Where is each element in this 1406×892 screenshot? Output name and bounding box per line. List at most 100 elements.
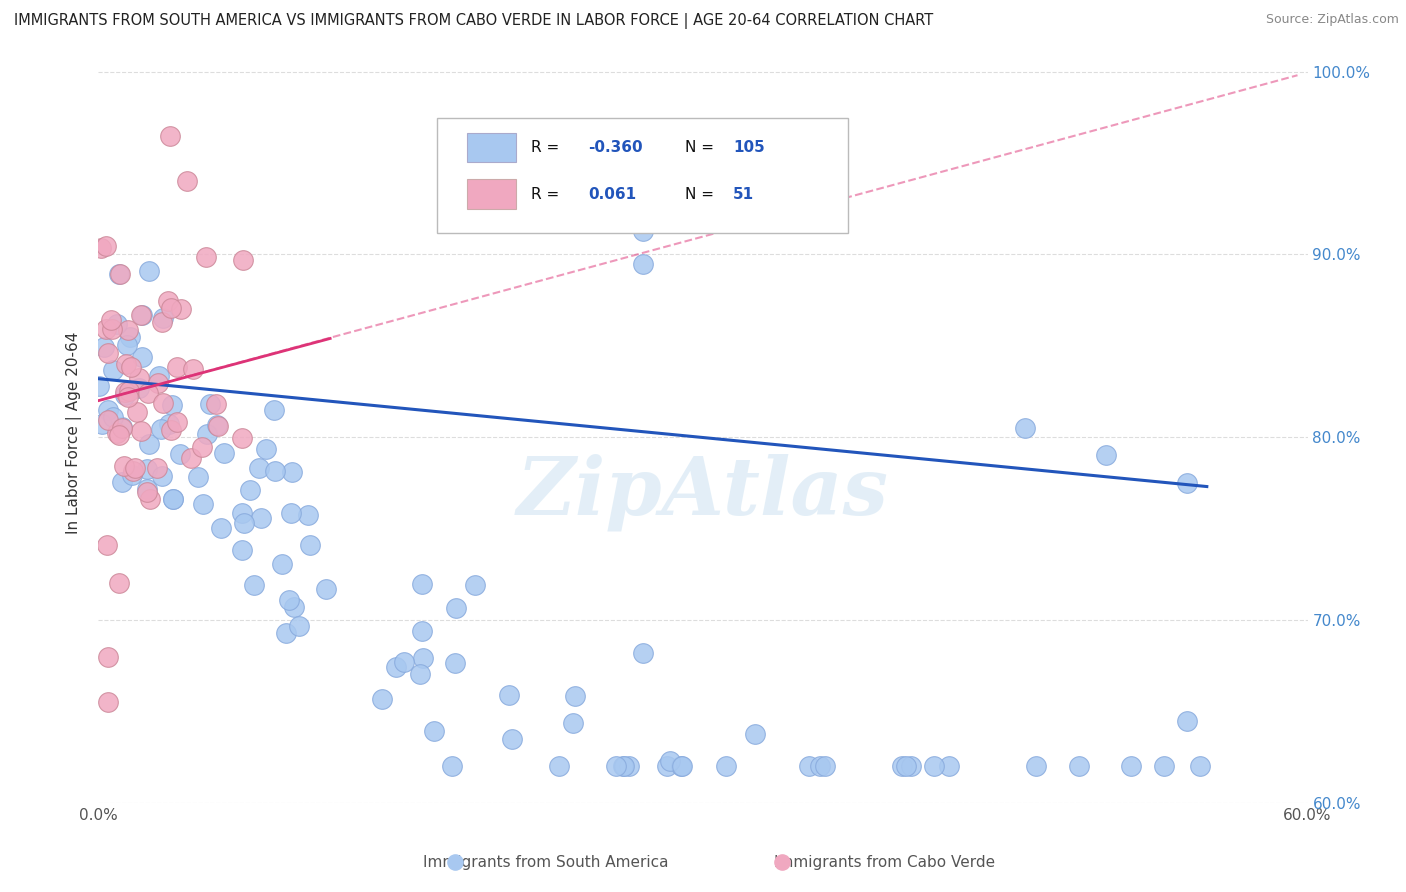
Point [283,600,305,615]
Point [392,655,415,669]
Point [112,458,135,473]
Point [797,759,820,773]
Point [613,759,636,773]
Point [617,759,640,773]
Point [114,384,136,399]
FancyBboxPatch shape [437,118,848,233]
Point [114,388,136,402]
Point [115,357,138,371]
Text: Source: ZipAtlas.com: Source: ZipAtlas.com [1265,13,1399,27]
Bar [467,179,516,209]
Point [159,301,181,315]
Point [247,460,270,475]
Point [631,646,654,660]
Point [181,362,204,376]
Point [159,128,181,143]
Point [1067,759,1090,773]
Text: R =: R = [531,140,560,155]
Point [157,417,180,432]
Point [205,417,228,432]
Point [138,264,160,278]
Point [671,759,693,773]
Point [714,759,737,773]
Point [118,330,141,344]
Point [562,716,585,731]
Point [97,413,120,427]
Point [160,398,183,412]
Text: -0.360: -0.360 [588,140,643,155]
Point [162,491,184,506]
Point [89,379,111,393]
Point [166,416,188,430]
Point [166,359,188,374]
Point [195,427,218,442]
Point [231,431,253,445]
Point [548,759,571,773]
Point [121,467,143,482]
Text: Immigrants from South America: Immigrants from South America [423,855,669,870]
Point [139,492,162,507]
Point [191,440,214,454]
Point [371,692,394,706]
Point [631,256,654,270]
Y-axis label: In Labor Force | Age 20-64: In Labor Force | Age 20-64 [66,332,83,533]
Point [176,174,198,188]
Point [111,475,134,489]
Point [890,759,912,773]
Point [408,666,430,681]
Point [207,418,229,433]
Point [124,461,146,475]
Point [131,309,153,323]
Point [444,657,467,671]
Point [922,759,945,773]
Point [145,461,167,475]
Point [108,428,131,442]
Text: IMMIGRANTS FROM SOUTH AMERICA VS IMMIGRANTS FROM CABO VERDE IN LABOR FORCE | AGE: IMMIGRANTS FROM SOUTH AMERICA VS IMMIGRA… [14,13,934,29]
Point [274,626,297,640]
Point [605,759,627,773]
Point [187,470,209,484]
Point [1175,475,1198,490]
Point [1095,449,1118,463]
Point [280,506,302,520]
Point [150,422,173,436]
Point [412,651,434,665]
Point [131,350,153,364]
Point [1175,714,1198,728]
Point [169,447,191,461]
Point [669,759,692,773]
Point [1025,759,1047,773]
Point [100,313,122,327]
Text: R =: R = [531,186,560,202]
Point [1014,421,1036,435]
Point [136,386,159,401]
Point [212,446,235,460]
Point [107,268,129,282]
Point [129,308,152,322]
Point [464,577,486,591]
Point [117,384,139,399]
Point [277,592,299,607]
Point [159,423,181,437]
Point [107,576,129,591]
Point [814,759,837,773]
Text: 0.061: 0.061 [588,186,637,202]
Point [97,695,120,709]
Point [97,649,120,664]
Text: Immigrants from Cabo Verde: Immigrants from Cabo Verde [773,855,995,870]
Point [231,506,253,520]
Point [152,396,174,410]
Point [808,759,831,773]
Point [129,425,152,439]
Point [193,497,215,511]
Point [111,421,134,435]
Point [180,451,202,466]
Point [105,317,128,331]
Point [117,323,139,337]
Text: N =: N = [685,186,714,202]
Point [135,484,157,499]
Point [101,410,124,425]
Point [117,390,139,404]
Point [150,468,173,483]
Point [288,619,311,633]
